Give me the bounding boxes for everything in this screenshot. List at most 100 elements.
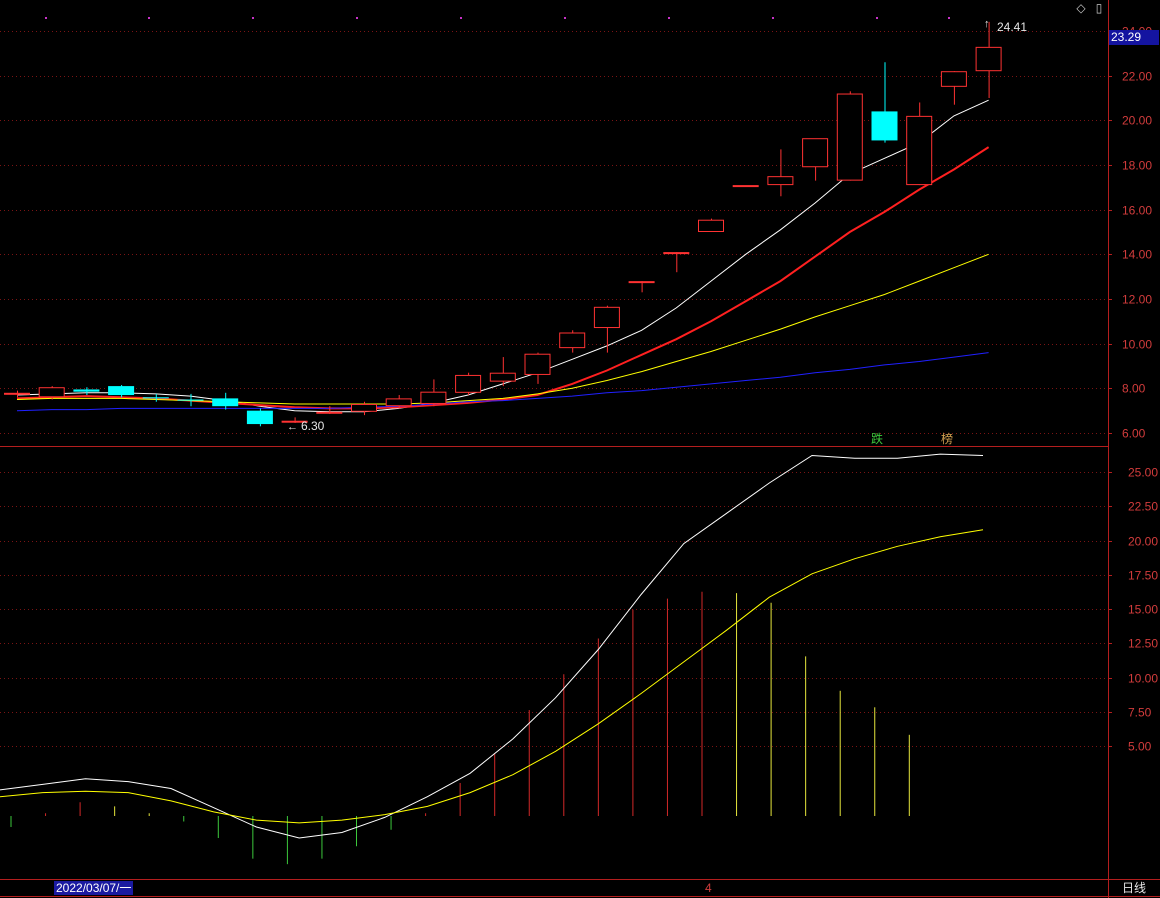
indicator-pane [0, 453, 984, 865]
candle-body [351, 403, 377, 412]
candle [316, 406, 343, 415]
candle [142, 393, 169, 402]
candle-body [316, 411, 343, 414]
indicator-fast-line [0, 453, 984, 839]
candle-body [871, 111, 898, 141]
indicator-tick-label: 10.00 [1128, 672, 1158, 686]
candle-body [767, 176, 794, 186]
candle [559, 330, 586, 353]
candle [698, 218, 724, 232]
panel-icon[interactable]: ▯ [1095, 1, 1103, 15]
candle-body [698, 219, 724, 232]
candle [767, 149, 794, 197]
indicator-tick-label: 22.50 [1128, 500, 1158, 514]
price-tick-label: 12.00 [1122, 293, 1152, 307]
candle [628, 281, 655, 293]
price-annotations: 24.41 6.30 ↑ ← [287, 18, 1027, 433]
top-marker [356, 17, 358, 19]
candle [940, 71, 967, 105]
high-arrow-icon: ↑ [984, 18, 990, 30]
current-price-label: 23.29 [1109, 30, 1159, 45]
top-marker [45, 17, 47, 19]
top-marker [148, 17, 150, 19]
candle-body [246, 410, 273, 425]
month-tick: 4 [705, 881, 712, 895]
candle [593, 305, 620, 353]
candle-body [455, 374, 482, 393]
candle-body [802, 138, 829, 168]
candle [177, 393, 204, 407]
candle-body [38, 387, 65, 398]
top-marker [876, 17, 878, 19]
candle-body [559, 332, 586, 349]
candle-body [4, 392, 30, 395]
top-marker [772, 17, 774, 19]
high-annotation: 24.41 [997, 20, 1027, 34]
grid-lines [0, 17, 1108, 747]
candle [281, 417, 308, 423]
top-marker [948, 17, 950, 19]
candle [871, 62, 898, 143]
candle [836, 91, 863, 181]
candle [906, 102, 933, 186]
candle [212, 392, 239, 410]
candle [38, 386, 65, 400]
candle [975, 21, 1002, 98]
indicator-tick-label: 15.00 [1128, 603, 1158, 617]
candle [108, 384, 135, 398]
candle-body [420, 391, 447, 404]
candle-body [732, 185, 759, 188]
candle [802, 138, 829, 181]
candle-body [663, 252, 690, 255]
candle [524, 352, 551, 384]
price-tick-label: 10.00 [1122, 338, 1152, 352]
diamond-icon[interactable]: ◇ [1076, 1, 1086, 15]
candle-body [836, 93, 863, 181]
candle-body [906, 115, 933, 186]
top-marker [564, 17, 566, 19]
ma-line-ma60 [16, 352, 989, 412]
candle-body [108, 386, 135, 396]
candle [246, 408, 273, 427]
candle-body [524, 353, 551, 375]
indicator-tick-label: 12.50 [1128, 637, 1158, 651]
low-annotation: 6.30 [301, 419, 325, 433]
top-marker [252, 17, 254, 19]
indicator-tick-label: 25.00 [1128, 466, 1158, 480]
candle [385, 395, 412, 409]
candle [73, 387, 100, 396]
indicator-tick-label: 5.00 [1128, 740, 1152, 754]
period-selector[interactable]: 日线 [1122, 881, 1147, 895]
candlestick-series[interactable] [4, 21, 1002, 427]
tag-brown[interactable]: 榜 [941, 432, 954, 446]
price-tick-label: 6.00 [1122, 427, 1146, 441]
indicator-tick-label: 7.50 [1128, 706, 1152, 720]
price-axis-ticks: 6.00 8.00 10.00 12.00 14.00 16.00 18.00 20.00 22… [1108, 25, 1158, 754]
candle-body [489, 372, 516, 382]
price-tick-label: 22.00 [1122, 70, 1152, 84]
candle-body [142, 397, 169, 399]
candle [455, 372, 482, 396]
candle-body [281, 420, 308, 423]
candle [4, 390, 30, 398]
candle [732, 185, 759, 188]
top-marker [668, 17, 670, 19]
candle-body [975, 46, 1002, 72]
tag-green[interactable]: 跌 [871, 432, 884, 446]
price-tick-label: 16.00 [1122, 204, 1152, 218]
candle-body [593, 306, 620, 329]
price-tick-label: 14.00 [1122, 248, 1152, 262]
low-arrow-icon: ← [287, 421, 298, 433]
price-tick-label: 20.00 [1122, 114, 1152, 128]
indicator-slow-line [0, 529, 984, 824]
candle-body [385, 398, 412, 407]
candle [351, 401, 377, 416]
candle [489, 357, 516, 387]
date-label: 2022/03/07/一 [54, 881, 134, 895]
candle-body [177, 399, 204, 401]
candle-body [628, 281, 655, 284]
top-marker [460, 17, 462, 19]
candle-body [940, 71, 967, 87]
